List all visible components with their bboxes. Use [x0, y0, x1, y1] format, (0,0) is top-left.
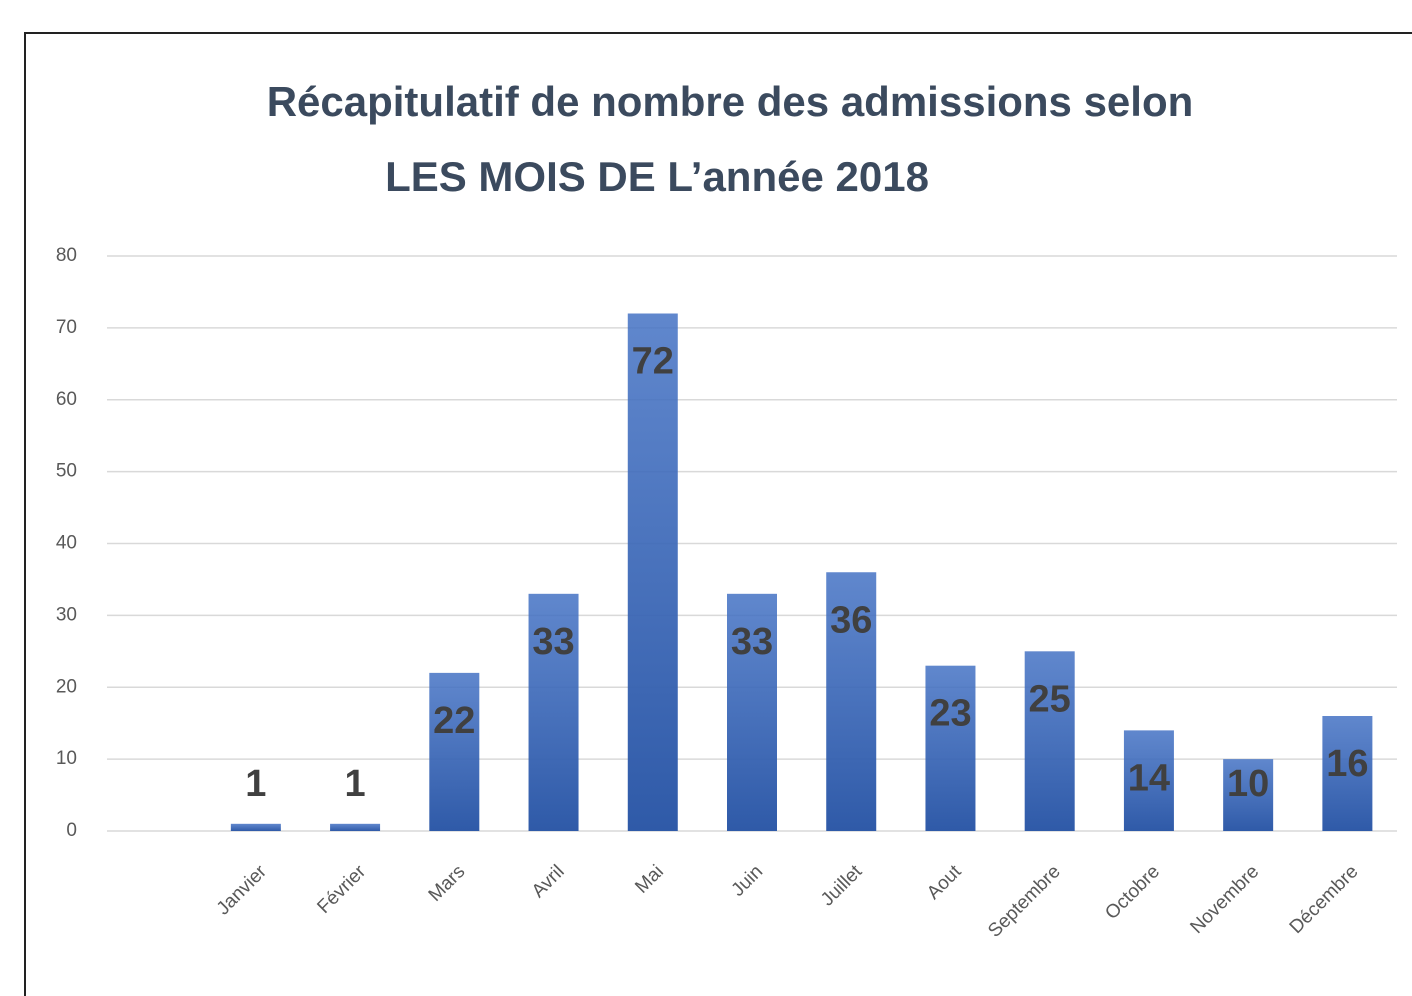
bar [230, 823, 281, 831]
y-tick-label: 50 [56, 461, 77, 482]
y-tick-label: 0 [66, 820, 77, 841]
y-tick-label: 10 [56, 748, 77, 769]
bar [1322, 716, 1373, 831]
data-label: 16 [1326, 743, 1368, 785]
chart-title: Récapitulatif de nombre des admissions s… [267, 78, 1194, 125]
data-label: 36 [830, 599, 872, 641]
x-tick-label: Décembre [1286, 861, 1363, 938]
data-label: 14 [1128, 757, 1170, 799]
chart-frame [24, 32, 1412, 996]
y-tick-label: 30 [56, 604, 77, 625]
x-tick-label: Janvier [213, 861, 272, 920]
y-tick-label: 70 [56, 317, 77, 338]
bar [925, 665, 976, 831]
data-label: 1 [245, 763, 266, 805]
bar [1223, 759, 1274, 831]
bar [1024, 651, 1075, 831]
data-label: 10 [1227, 763, 1269, 805]
x-tick-label: Novembre [1186, 861, 1263, 938]
bar [1123, 730, 1174, 831]
bar [627, 313, 678, 831]
y-tick-label: 20 [56, 676, 77, 697]
x-tick-label: Mars [425, 861, 470, 906]
bar [727, 593, 777, 831]
x-tick-label: Février [314, 861, 371, 918]
data-label: 23 [929, 693, 971, 735]
bar [826, 572, 877, 831]
data-label: 1 [345, 763, 366, 805]
bar [330, 823, 381, 831]
data-label: 72 [632, 341, 674, 383]
x-tick-label: Septembre [984, 861, 1065, 942]
x-tick-label: Juillet [817, 861, 867, 911]
x-tick-label: Avril [528, 861, 569, 902]
chart-title: LES MOIS DE L’année 2018 [385, 153, 929, 200]
y-tick-label: 40 [56, 533, 77, 554]
bar [528, 593, 579, 831]
x-tick-label: Aout [923, 861, 966, 904]
x-tick-label: Juin [728, 861, 767, 900]
y-tick-label: 80 [56, 245, 77, 266]
data-label: 22 [433, 700, 475, 742]
x-tick-label: Mai [631, 861, 668, 898]
data-label: 25 [1029, 678, 1071, 720]
bar [429, 672, 480, 831]
data-label: 33 [532, 621, 574, 663]
x-tick-label: Octobre [1101, 861, 1164, 924]
y-tick-label: 60 [56, 389, 77, 410]
data-label: 33 [731, 621, 773, 663]
